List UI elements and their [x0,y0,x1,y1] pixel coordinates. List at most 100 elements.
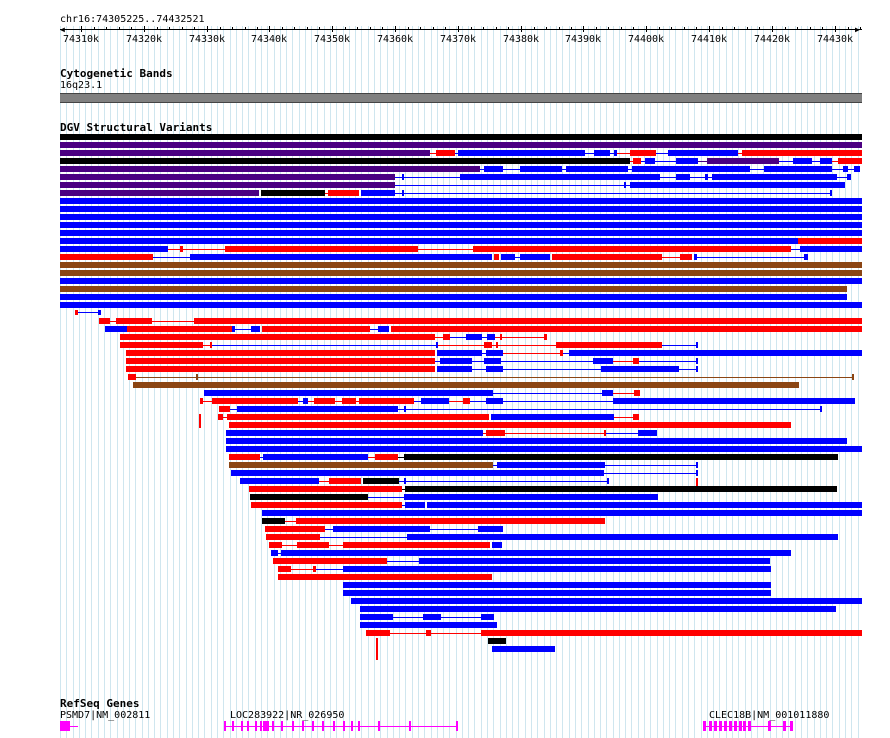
dgv-variant[interactable] [126,358,435,364]
dgv-variant[interactable] [404,406,406,412]
gene-exon[interactable] [768,721,771,731]
dgv-variant[interactable] [360,614,393,620]
dgv-variant[interactable] [378,326,389,332]
ruler-right-arrow[interactable]: ▶ [855,25,860,34]
dgv-variant[interactable] [486,350,503,356]
dgv-variant[interactable] [478,526,503,532]
dgv-variant[interactable] [614,150,617,156]
dgv-variant[interactable] [742,150,862,156]
dgv-variant[interactable] [361,190,395,196]
dgv-variant[interactable] [484,358,501,364]
dgv-variant[interactable] [520,254,550,260]
dgv-variant[interactable] [593,358,613,364]
dgv-variant[interactable] [696,358,698,364]
gene-exon[interactable] [281,721,283,731]
dgv-variant[interactable] [633,414,639,420]
dgv-variant[interactable] [60,254,153,260]
dgv-variant[interactable] [303,398,308,404]
dgv-variant[interactable] [60,182,395,188]
dgv-variant[interactable] [696,342,698,348]
dgv-variant[interactable] [99,318,110,324]
dgv-variant[interactable] [604,430,606,436]
dgv-variant[interactable] [404,478,406,484]
gene-exon[interactable] [312,721,314,731]
dgv-variant[interactable] [60,142,862,148]
dgv-variant[interactable] [60,206,862,212]
dgv-variant[interactable] [218,414,223,420]
dgv-variant[interactable] [854,166,860,172]
dgv-variant[interactable] [342,398,356,404]
gene-exon[interactable] [790,721,793,731]
dgv-variant[interactable] [227,414,489,420]
dgv-variant[interactable] [552,254,662,260]
dgv-variant[interactable] [613,398,855,404]
dgv-variant[interactable] [265,526,325,532]
dgv-variant[interactable] [405,502,425,508]
dgv-variant[interactable] [712,174,837,180]
gene-exon[interactable] [60,721,70,731]
dgv-variant[interactable] [423,614,441,620]
dgv-variant[interactable] [226,438,847,444]
gene-exon[interactable] [729,721,732,731]
dgv-variant[interactable] [237,406,398,412]
dgv-variant[interactable] [645,158,655,164]
dgv-variant[interactable] [484,166,503,172]
dgv-variant[interactable] [630,182,845,188]
dgv-variant[interactable] [594,150,610,156]
dgv-variant[interactable] [250,494,368,500]
dgv-variant[interactable] [486,366,503,372]
dgv-variant[interactable] [75,310,78,315]
dgv-variant[interactable] [676,174,690,180]
dgv-variant[interactable] [229,454,260,460]
dgv-variant[interactable] [262,510,862,516]
dgv-variant[interactable] [486,430,505,436]
dgv-variant[interactable] [225,246,418,252]
dgv-variant[interactable] [296,518,605,524]
dgv-variant[interactable] [407,534,838,540]
dgv-variant[interactable] [404,454,838,460]
dgv-variant[interactable] [133,382,799,388]
dgv-variant[interactable] [560,350,563,356]
dgv-variant[interactable] [497,462,605,468]
dgv-variant[interactable] [314,398,335,404]
dgv-variant[interactable] [229,422,791,428]
dgv-variant[interactable] [262,518,285,524]
dgv-variant[interactable] [278,566,291,572]
cytoband-bar[interactable] [60,93,862,103]
dgv-variant[interactable] [98,310,101,315]
dgv-variant[interactable] [278,574,492,580]
dgv-variant[interactable] [391,326,862,332]
dgv-variant[interactable] [128,374,136,380]
gene-exon[interactable] [719,721,722,731]
dgv-variant[interactable] [60,222,862,228]
gene-exon[interactable] [358,721,360,731]
dgv-variant[interactable] [60,174,395,180]
dgv-variant[interactable] [488,638,506,644]
dgv-variant[interactable] [375,454,398,460]
dgv-variant[interactable] [116,318,152,324]
dgv-variant[interactable] [852,374,854,380]
gene-exon[interactable] [724,721,727,731]
dgv-variant[interactable] [484,342,492,348]
dgv-variant[interactable] [328,190,359,196]
dgv-variant[interactable] [481,630,862,636]
dgv-variant[interactable] [473,246,791,252]
dgv-variant[interactable] [360,606,836,612]
dgv-variant[interactable] [226,446,862,452]
gene-exon[interactable] [292,721,294,731]
dgv-variant[interactable] [793,158,812,164]
dgv-variant[interactable] [266,534,320,540]
dgv-variant[interactable] [440,358,472,364]
gene-exon[interactable] [351,721,353,731]
dgv-variant[interactable] [60,270,862,276]
dgv-variant[interactable] [634,390,640,396]
dgv-variant[interactable] [269,542,282,548]
dgv-variant[interactable] [127,326,232,332]
dgv-variant[interactable] [421,398,449,404]
gene-exon[interactable] [734,721,737,731]
gene-exon[interactable] [263,721,269,731]
dgv-variant[interactable] [607,478,609,484]
dgv-variant[interactable] [60,238,862,244]
dgv-variant[interactable] [436,342,438,348]
dgv-variant[interactable] [624,182,626,188]
